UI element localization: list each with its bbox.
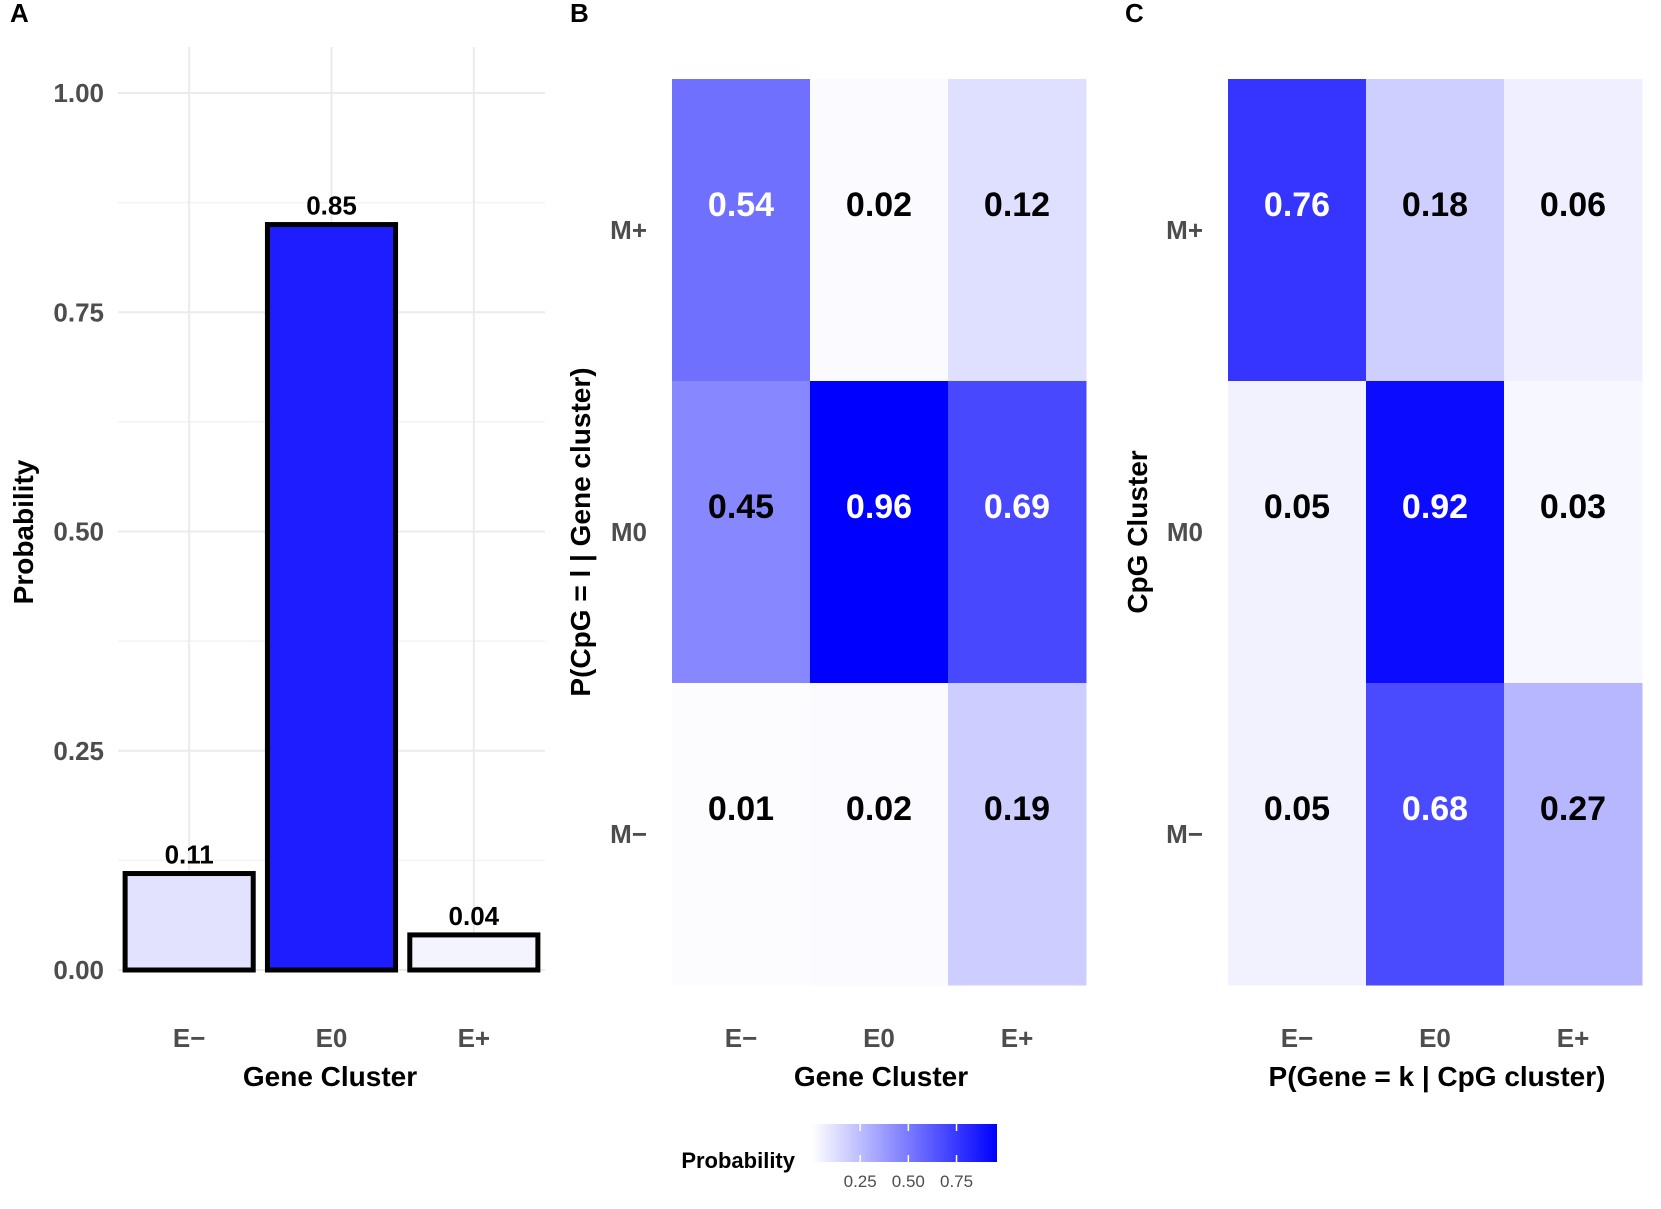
heatmap-cell-label: 0.69: [984, 488, 1050, 526]
heatmap-x-tick-label: E+: [1001, 1023, 1034, 1053]
heatmap-cell: [1504, 683, 1643, 986]
panel-label-c: C: [1125, 0, 1144, 28]
heatmap-b-x-ticks: E− E0 E+: [725, 1023, 1034, 1053]
heatmap-cell: [1366, 381, 1505, 684]
bar-chart-y-tick-label: 0.00: [53, 955, 104, 985]
heatmap-cell-label: 0.02: [846, 790, 912, 828]
heatmap-c-x-ticks: E− E0 E+: [1281, 1023, 1590, 1053]
bar-chart-y-axis-title: Probability: [8, 459, 39, 604]
bar-chart-y-tick-label: 1.00: [53, 78, 104, 108]
bar-chart-x-axis-title: Gene Cluster: [243, 1061, 417, 1092]
panel-label-a: A: [10, 0, 29, 28]
heatmap-cell-label: 0.45: [708, 488, 774, 526]
color-legend: Probability 0.25 0.50 0.75: [681, 1124, 997, 1191]
heatmap-y-tick-label: M−: [610, 819, 647, 849]
heatmap-x-tick-label: E0: [1419, 1023, 1451, 1053]
heatmap-cell-label: 0.02: [846, 186, 912, 224]
heatmap-y-tick-label: M0: [611, 517, 647, 547]
heatmap-y-tick-label: M−: [1166, 819, 1203, 849]
heatmap-cell-label: 0.19: [984, 790, 1050, 828]
heatmap-b-cells: 0.54 0.02 0.12 0.45 0.96 0.69 0.01 0.02 0.19: [672, 79, 1087, 986]
bar-value-label: 0.11: [165, 840, 214, 870]
heatmap-cell: [948, 79, 1087, 382]
bar: [264, 222, 399, 973]
legend-tick-label: 0.25: [844, 1172, 877, 1191]
heatmap-cell-label: 0.54: [708, 186, 774, 224]
legend-colorbar: [812, 1124, 997, 1162]
bar-chart-y-ticks: 0.00 0.25 0.50 0.75 1.00: [53, 78, 104, 985]
bar-value-label: 0.85: [306, 191, 357, 221]
bar-chart-y-tick-label: 0.50: [53, 517, 104, 547]
heatmap-cell-label: 0.05: [1264, 790, 1330, 828]
bar: [122, 871, 256, 973]
heatmap-b-y-ticks: M+ M0 M−: [610, 215, 647, 849]
heatmap-cell: [672, 79, 811, 382]
panel-label-b: B: [570, 0, 589, 28]
heatmap-cell-label: 0.06: [1540, 186, 1606, 224]
heatmap-cell: [1504, 381, 1643, 684]
heatmap-cell-label: 0.18: [1402, 186, 1468, 224]
heatmap-cell: [672, 683, 811, 986]
heatmap-cell-label: 0.68: [1402, 790, 1468, 828]
heatmap-x-tick-label: E−: [725, 1023, 758, 1053]
heatmap-cell: [672, 381, 811, 684]
bar-chart-x-tick-label: E+: [458, 1023, 491, 1053]
heatmap-cell: [948, 683, 1087, 986]
bar-chart-x-ticks: E− E0 E+: [173, 1023, 490, 1053]
heatmap-cell-label: 0.05: [1264, 488, 1330, 526]
heatmap-cell: [948, 381, 1087, 684]
heatmap-cell-label: 0.27: [1540, 790, 1606, 828]
heatmap-cell: [810, 381, 949, 684]
heatmap-cell: [1504, 79, 1643, 382]
heatmap-y-tick-label: M+: [1166, 215, 1203, 245]
heatmap-cell-label: 0.92: [1402, 488, 1468, 526]
legend-title: Probability: [681, 1148, 795, 1173]
heatmap-cell: [1366, 79, 1505, 382]
heatmap-cell: [1228, 381, 1367, 684]
heatmap-c-y-axis-title: CpG Cluster: [1122, 450, 1153, 613]
heatmap-c-cells: 0.76 0.18 0.06 0.05 0.92 0.03 0.05 0.68 0.27: [1228, 79, 1643, 986]
heatmap-cell: [1366, 683, 1505, 986]
heatmap-x-tick-label: E+: [1557, 1023, 1590, 1053]
heatmap-c-y-ticks: M+ M0 M−: [1166, 215, 1203, 849]
heatmap-cell-label: 0.01: [708, 790, 774, 828]
heatmap-cell: [810, 683, 949, 986]
heatmap-x-tick-label: E0: [863, 1023, 895, 1053]
heatmap-cell-label: 0.12: [984, 186, 1050, 224]
heatmap-c-x-axis-title: P(Gene = k | CpG cluster): [1269, 1061, 1606, 1092]
heatmap-b-x-axis-title: Gene Cluster: [794, 1061, 968, 1092]
heatmap-b-y-axis-title: P(CpG = l | Gene cluster): [565, 367, 596, 696]
heatmap-x-tick-label: E−: [1281, 1023, 1314, 1053]
bar-chart-x-tick-label: E−: [173, 1023, 206, 1053]
heatmap-y-tick-label: M0: [1167, 517, 1203, 547]
heatmap-cell: [810, 79, 949, 382]
heatmap-cell-label: 0.76: [1264, 186, 1330, 224]
bar: [407, 932, 541, 973]
legend-ticks: 0.25 0.50 0.75: [844, 1124, 973, 1191]
heatmap-cell: [1228, 79, 1367, 382]
bar-chart-bars: 0.11 0.85 0.04: [122, 191, 541, 973]
heatmap-y-tick-label: M+: [610, 215, 647, 245]
legend-tick-label: 0.75: [940, 1172, 973, 1191]
heatmap-cell-label: 0.03: [1540, 488, 1606, 526]
legend-tick-label: 0.50: [892, 1172, 925, 1191]
bar-chart-y-tick-label: 0.75: [53, 297, 104, 327]
heatmap-cell-label: 0.96: [846, 488, 912, 526]
heatmap-cell: [1228, 683, 1367, 986]
bar-value-label: 0.04: [449, 901, 500, 931]
bar-chart-y-tick-label: 0.25: [53, 736, 104, 766]
bar-chart-x-tick-label: E0: [316, 1023, 348, 1053]
